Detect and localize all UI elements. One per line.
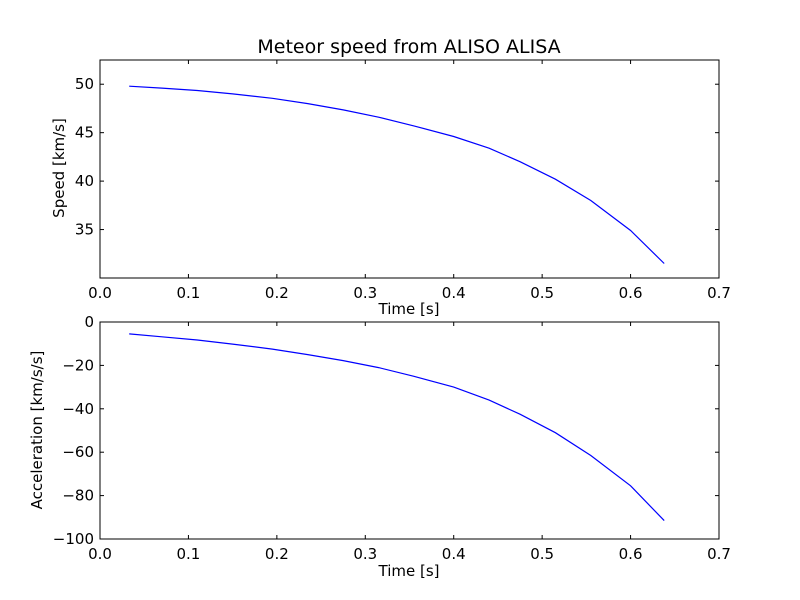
acceleration-x-tick-label: 0.2 (265, 545, 289, 563)
acceleration-y-tick-label: 0 (84, 313, 94, 331)
acceleration-x-tick-label: 0.6 (619, 545, 643, 563)
speed-x-tick-label: 0.0 (88, 284, 112, 302)
speed-x-tick-label: 0.4 (442, 284, 466, 302)
speed-series-line (129, 85, 665, 264)
speed-axes-frame (99, 59, 720, 279)
speed-y-tick-label: 40 (75, 172, 94, 190)
speed-x-tick-label: 0.1 (176, 284, 200, 302)
acceleration-y-tick-label: −100 (53, 530, 94, 548)
acceleration-x-tick-label: 0.0 (88, 545, 112, 563)
speed-y-tick-label: 35 (75, 221, 94, 239)
acceleration-x-tick-label: 0.1 (176, 545, 200, 563)
acceleration-y-tick-label: −20 (62, 356, 94, 374)
acceleration-y-axis-label: Acceleration [km/s/s] (28, 351, 46, 510)
acceleration-x-tick-label: 0.4 (442, 545, 466, 563)
speed-x-axis-label: Time [s] (378, 300, 440, 318)
acceleration-y-tick-label: −40 (62, 400, 94, 418)
chart-title: Meteor speed from ALISO ALISA (257, 36, 560, 58)
acceleration-x-tick-label: 0.7 (707, 545, 731, 563)
speed-x-tick-label: 0.6 (619, 284, 643, 302)
speed-y-tick-label: 45 (75, 124, 94, 142)
speed-x-tick-label: 0.2 (265, 284, 289, 302)
speed-x-tick-label: 0.7 (707, 284, 731, 302)
acceleration-y-tick-label: −80 (62, 487, 94, 505)
acceleration-x-tick-label: 0.5 (530, 545, 554, 563)
acceleration-series-line (129, 333, 665, 522)
speed-x-tick-label: 0.3 (353, 284, 377, 302)
speed-y-tick-label: 50 (75, 75, 94, 93)
acceleration-panel: Time [s] Acceleration [km/s/s] 0.0 0.1 0.2… (28, 313, 731, 580)
speed-panel: Meteor speed from ALISO ALISA Time [s] S… (50, 36, 731, 318)
speed-x-tick-label: 0.5 (530, 284, 554, 302)
acceleration-y-tick-label: −60 (62, 443, 94, 461)
acceleration-x-tick-label: 0.3 (353, 545, 377, 563)
speed-y-axis-label: Speed [km/s] (50, 118, 68, 218)
acceleration-x-axis-label: Time [s] (378, 562, 440, 580)
acceleration-axes-frame (99, 321, 720, 540)
